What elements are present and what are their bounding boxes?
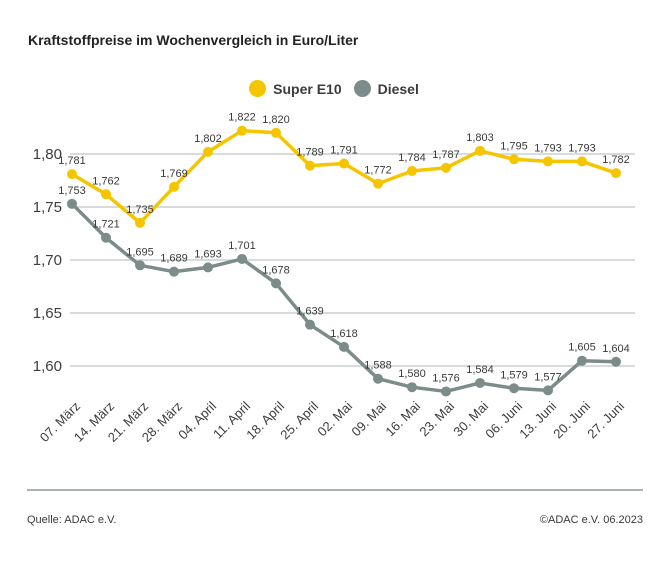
data-point-label-super-e10: 1,762 [92, 175, 120, 187]
data-point-label-super-e10: 1,795 [500, 140, 528, 152]
data-point-label-diesel: 1,639 [296, 306, 324, 318]
data-point-diesel [271, 278, 281, 289]
x-axis-label: 20. Juni [550, 398, 593, 441]
legend-label-diesel: Diesel [377, 80, 419, 97]
data-point-label-diesel: 1,605 [568, 342, 596, 354]
data-point-label-super-e10: 1,789 [296, 147, 324, 159]
x-axis-label: 04. April [175, 398, 219, 442]
data-point-super-e10 [237, 125, 247, 136]
data-point-diesel [441, 386, 451, 397]
series-line-diesel [70, 202, 618, 394]
data-point-label-diesel: 1,577 [534, 371, 562, 383]
y-axis-label: 1,60 [33, 358, 62, 375]
data-point-diesel [577, 355, 587, 366]
x-axis-label: 16. Mai [382, 398, 423, 439]
super-e10-dot-icon [249, 80, 267, 97]
data-point-super-e10 [135, 217, 145, 228]
data-point-diesel [305, 319, 315, 330]
data-point-label-super-e10: 1,822 [228, 112, 256, 124]
data-point-diesel [339, 341, 349, 352]
x-axis-label: 09. Mai [348, 398, 389, 439]
data-point-label-super-e10: 1,793 [534, 142, 562, 154]
data-point-label-diesel: 1,576 [432, 372, 460, 384]
data-point-label-super-e10: 1,781 [58, 155, 86, 167]
legend-item-super-e10: Super E10 [249, 80, 342, 97]
x-axis-label: 27. Juni [584, 398, 627, 441]
data-point-label-diesel: 1,721 [92, 219, 120, 231]
data-point-label-super-e10: 1,793 [568, 142, 596, 154]
y-axis-label: 1,80 [33, 146, 62, 163]
data-point-diesel [135, 260, 145, 271]
data-point-label-diesel: 1,580 [398, 368, 426, 380]
data-point-label-diesel: 1,584 [466, 364, 494, 376]
data-point-label-super-e10: 1,787 [432, 149, 460, 161]
x-axis-label: 13. Juni [516, 398, 559, 441]
data-point-label-diesel: 1,693 [194, 248, 222, 260]
data-point-label-diesel: 1,579 [500, 369, 528, 381]
data-point-diesel [509, 383, 519, 394]
footer-divider [27, 489, 643, 491]
data-point-super-e10 [373, 178, 383, 189]
legend-item-diesel: Diesel [353, 80, 419, 97]
diesel-dot-icon [353, 80, 371, 97]
data-point-super-e10 [611, 168, 621, 179]
data-point-label-super-e10: 1,735 [126, 204, 154, 216]
data-point-diesel [237, 253, 247, 264]
data-point-label-super-e10: 1,802 [194, 133, 222, 145]
data-point-label-super-e10: 1,820 [262, 114, 290, 126]
data-point-diesel [101, 232, 111, 243]
data-point-diesel [373, 373, 383, 384]
data-point-super-e10 [577, 156, 587, 167]
data-point-super-e10 [271, 127, 281, 138]
data-point-diesel [203, 262, 213, 273]
chart-title: Kraftstoffpreise im Wochenvergleich in E… [28, 32, 359, 48]
data-point-label-super-e10: 1,782 [602, 154, 630, 166]
data-point-diesel [67, 198, 77, 209]
data-point-super-e10 [543, 156, 553, 167]
data-point-label-diesel: 1,588 [364, 360, 392, 372]
legend-label-super-e10: Super E10 [273, 80, 342, 97]
data-point-super-e10 [475, 145, 485, 156]
data-point-label-super-e10: 1,803 [466, 132, 494, 144]
data-point-super-e10 [509, 154, 519, 165]
y-axis-label: 1,75 [33, 199, 62, 216]
source-note: Quelle: ADAC e.V. [27, 514, 117, 526]
y-axis-label: 1,70 [33, 252, 62, 269]
data-point-label-super-e10: 1,772 [364, 165, 392, 177]
data-point-label-diesel: 1,604 [602, 343, 630, 355]
data-point-label-diesel: 1,678 [262, 264, 290, 276]
data-point-super-e10 [441, 162, 451, 173]
data-point-label-diesel: 1,689 [160, 253, 188, 265]
data-point-diesel [169, 266, 179, 277]
data-point-super-e10 [101, 189, 111, 200]
data-point-label-super-e10: 1,791 [330, 145, 358, 157]
data-point-diesel [543, 385, 553, 396]
y-axis-label: 1,65 [33, 305, 62, 322]
data-point-label-diesel: 1,753 [58, 185, 86, 197]
data-point-super-e10 [339, 158, 349, 169]
x-axis-label: 06. Juni [482, 398, 525, 441]
data-point-super-e10 [305, 160, 315, 171]
x-axis-label: 23. Mai [416, 398, 457, 439]
data-point-label-diesel: 1,695 [126, 246, 154, 258]
data-point-super-e10 [67, 169, 77, 180]
data-point-super-e10 [169, 181, 179, 192]
copyright-note: ©ADAC e.V. 06.2023 [539, 514, 643, 526]
data-point-super-e10 [203, 146, 213, 157]
data-point-label-super-e10: 1,784 [398, 152, 426, 164]
data-point-diesel [611, 356, 621, 367]
data-point-label-diesel: 1,618 [330, 328, 358, 340]
data-point-super-e10 [407, 165, 417, 176]
x-axis-label: 25. April [277, 398, 321, 442]
x-axis-label: 02. Mai [314, 398, 355, 439]
data-point-diesel [475, 377, 485, 388]
data-point-label-diesel: 1,701 [228, 240, 256, 252]
data-point-label-super-e10: 1,769 [160, 168, 188, 180]
data-point-diesel [407, 382, 417, 393]
chart-legend: Super E10 Diesel [0, 80, 668, 97]
